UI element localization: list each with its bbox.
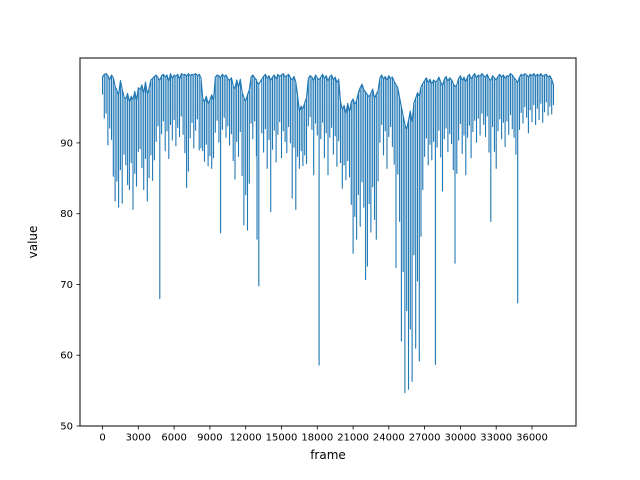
x-tick-label: 27000 — [409, 433, 441, 444]
x-tick-label: 21000 — [337, 433, 369, 444]
x-tick-label: 0 — [99, 433, 105, 444]
x-tick-label: 18000 — [301, 433, 333, 444]
x-axis: 0 3000 6000 9000 12000 15000 18000 21000 24000 27… — [99, 426, 548, 444]
data-line — [101, 73, 555, 394]
y-tick-label: 60 — [60, 351, 73, 362]
x-tick-label: 15000 — [266, 433, 298, 444]
x-tick-label: 6000 — [161, 433, 186, 444]
y-tick-label: 90 — [60, 138, 73, 149]
y-tick-label: 80 — [60, 209, 73, 220]
x-tick-label: 24000 — [373, 433, 405, 444]
x-axis-label: frame — [310, 448, 346, 462]
x-tick-label: 3000 — [126, 433, 151, 444]
x-tick-label: 36000 — [516, 433, 548, 444]
y-axis: 50 60 70 80 90 — [60, 138, 80, 433]
x-tick-label: 12000 — [230, 433, 262, 444]
y-tick-label: 70 — [60, 280, 73, 291]
axes-frame — [79, 57, 577, 427]
y-tick-label: 50 — [60, 422, 73, 433]
x-tick-label: 33000 — [480, 433, 512, 444]
y-axis-label: value — [26, 226, 40, 259]
x-tick-label: 9000 — [197, 433, 222, 444]
x-tick-label: 30000 — [444, 433, 476, 444]
